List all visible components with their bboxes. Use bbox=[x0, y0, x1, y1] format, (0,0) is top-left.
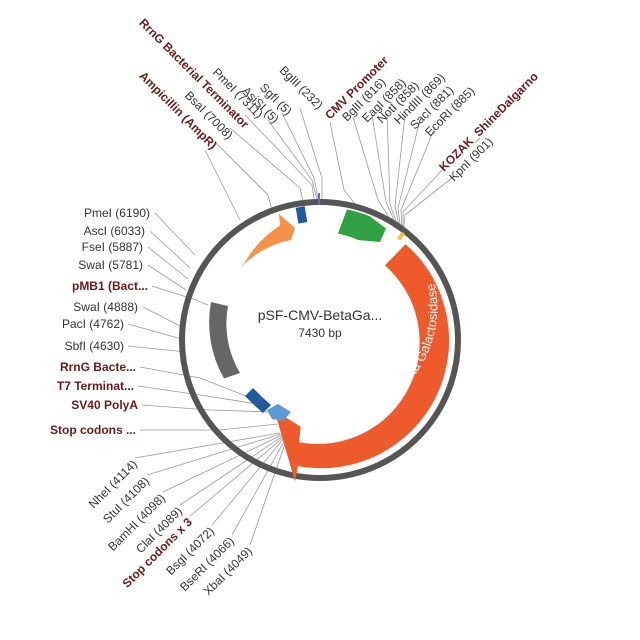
label-fsei-5887[interactable]: FseI (5887) bbox=[82, 240, 143, 254]
label-rrng-terminator-lower[interactable]: RrnG Bacte... bbox=[60, 360, 136, 374]
label-asci-6033[interactable]: AscI (6033) bbox=[84, 224, 145, 238]
label-pmb1[interactable]: pMB1 (Bact... bbox=[72, 279, 148, 293]
plasmid-name: pSF-CMV-BetaGa... bbox=[258, 307, 382, 323]
label-sv40-polya[interactable]: SV40 PolyA bbox=[71, 398, 138, 412]
label-sbfi-4630[interactable]: SbfI (4630) bbox=[65, 339, 124, 353]
ampicillin-feature[interactable] bbox=[240, 214, 295, 269]
label-swai-5781[interactable]: SwaI (5781) bbox=[78, 258, 143, 272]
plasmid-length: 7430 bp bbox=[298, 326, 342, 340]
rrng-terminator-feature[interactable] bbox=[295, 206, 308, 224]
pmb1-origin-feature[interactable] bbox=[209, 302, 240, 379]
cmv-promoter-feature[interactable] bbox=[338, 209, 386, 242]
label-stop-codons[interactable]: Stop codons ... bbox=[50, 423, 136, 437]
kozak-feature[interactable] bbox=[397, 231, 405, 241]
label-kozak[interactable]: KOZAK_ShineDalgarno bbox=[436, 69, 541, 174]
label-rrng-terminator[interactable]: RrnG Bacterial Terminator bbox=[136, 16, 252, 132]
beta-galactosidase-feature[interactable] bbox=[274, 244, 450, 482]
label-paci-4762[interactable]: PacI (4762) bbox=[62, 317, 124, 331]
bglii-marker bbox=[318, 193, 320, 205]
sv40-polya-feature[interactable] bbox=[267, 404, 291, 421]
t7-terminator-feature[interactable] bbox=[254, 397, 271, 413]
rrng-terminator-lower-feature[interactable] bbox=[245, 388, 262, 405]
label-swai-4888[interactable]: SwaI (4888) bbox=[73, 300, 138, 314]
label-pmei-6190[interactable]: PmeI (6190) bbox=[84, 206, 150, 220]
label-t7-terminator[interactable]: T7 Terminat... bbox=[57, 379, 134, 393]
leader-lines bbox=[127, 107, 453, 546]
